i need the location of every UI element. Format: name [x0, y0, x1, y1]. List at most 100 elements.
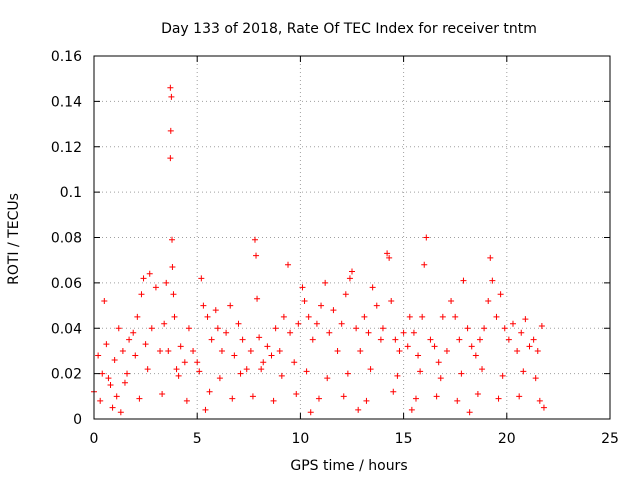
- data-point: [431, 343, 438, 350]
- data-point: [218, 347, 225, 354]
- data-point: [540, 404, 547, 411]
- data-point: [216, 375, 223, 382]
- y-tick-label: 0.06: [51, 276, 82, 292]
- data-point: [479, 366, 486, 373]
- data-point: [346, 275, 353, 282]
- data-point: [532, 375, 539, 382]
- data-point: [268, 352, 275, 359]
- data-point: [285, 261, 292, 268]
- y-tick-label: 0.1: [60, 185, 82, 201]
- data-point: [417, 368, 424, 375]
- data-point: [105, 375, 112, 382]
- data-point: [272, 325, 279, 332]
- data-point: [324, 375, 331, 382]
- data-point: [313, 320, 320, 327]
- data-point: [202, 406, 209, 413]
- data-point: [119, 347, 126, 354]
- data-point: [117, 409, 124, 416]
- data-point: [522, 316, 529, 323]
- data-point: [157, 347, 164, 354]
- data-point: [400, 329, 407, 336]
- data-point: [481, 325, 488, 332]
- data-point: [303, 368, 310, 375]
- data-point: [410, 329, 417, 336]
- data-point: [406, 313, 413, 320]
- data-point: [276, 347, 283, 354]
- data-point: [159, 391, 166, 398]
- data-point: [243, 366, 250, 373]
- data-point: [229, 395, 236, 402]
- data-point: [309, 336, 316, 343]
- chart-title: Day 133 of 2018, Rate Of TEC Index for r…: [161, 21, 537, 37]
- y-tick-labels: 0 0.02 0.04 0.06 0.08 0.1 0.12 0.14 0.16: [51, 49, 82, 428]
- data-point: [115, 325, 122, 332]
- data-point: [538, 322, 545, 329]
- data-point: [167, 127, 174, 134]
- data-point: [334, 347, 341, 354]
- data-point: [291, 359, 298, 366]
- data-point: [464, 325, 471, 332]
- data-point: [293, 391, 300, 398]
- data-point: [509, 320, 516, 327]
- data-point: [392, 336, 399, 343]
- data-point: [204, 313, 211, 320]
- data-point: [419, 313, 426, 320]
- data-point: [206, 388, 213, 395]
- data-point: [495, 395, 502, 402]
- data-point: [365, 329, 372, 336]
- data-point: [379, 325, 386, 332]
- data-point: [270, 397, 277, 404]
- x-tick-label: 20: [498, 431, 516, 447]
- data-point: [412, 395, 419, 402]
- data-point: [239, 336, 246, 343]
- data-point: [357, 347, 364, 354]
- data-point: [384, 250, 391, 257]
- data-point: [456, 336, 463, 343]
- data-point: [231, 352, 238, 359]
- data-point: [326, 329, 333, 336]
- data-point: [136, 395, 143, 402]
- data-point: [340, 393, 347, 400]
- data-point: [433, 393, 440, 400]
- data-point: [423, 234, 430, 241]
- data-point: [415, 352, 422, 359]
- data-point: [299, 284, 306, 291]
- data-point: [253, 252, 260, 259]
- data-point: [132, 352, 139, 359]
- data-point: [460, 277, 467, 284]
- data-point: [530, 336, 537, 343]
- data-point: [152, 284, 159, 291]
- data-point: [126, 336, 133, 343]
- data-point: [251, 236, 258, 243]
- x-tick-label: 0: [90, 431, 99, 447]
- data-point: [454, 397, 461, 404]
- data-point: [198, 275, 205, 282]
- data-point: [181, 359, 188, 366]
- data-point: [287, 329, 294, 336]
- data-point: [322, 279, 329, 286]
- data-point: [344, 370, 351, 377]
- data-point: [458, 370, 465, 377]
- data-point: [377, 336, 384, 343]
- data-point: [249, 393, 256, 400]
- data-point: [167, 84, 174, 91]
- data-point: [185, 325, 192, 332]
- data-point: [113, 393, 120, 400]
- x-axis-label: GPS time / hours: [290, 458, 407, 474]
- data-point: [443, 347, 450, 354]
- data-point: [361, 313, 368, 320]
- data-point: [130, 329, 137, 336]
- data-point: [408, 406, 415, 413]
- data-point: [223, 329, 230, 336]
- data-point: [330, 307, 337, 314]
- data-point: [338, 320, 345, 327]
- data-point: [474, 391, 481, 398]
- data-point: [373, 302, 380, 309]
- data-point: [161, 320, 168, 327]
- data-point: [235, 320, 242, 327]
- data-point: [487, 254, 494, 261]
- data-point: [421, 261, 428, 268]
- data-point: [369, 284, 376, 291]
- data-point: [208, 336, 215, 343]
